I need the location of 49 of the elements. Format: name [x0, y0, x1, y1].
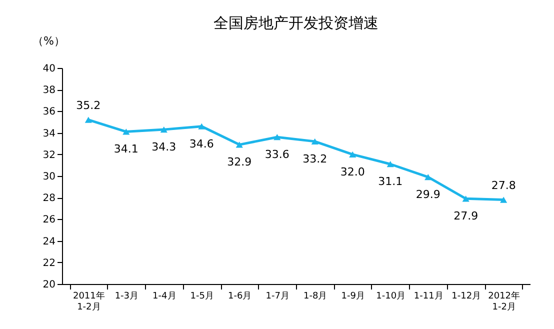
y-tick-label: 26 [42, 214, 56, 226]
point [198, 123, 206, 130]
text: 32.9 [227, 156, 252, 169]
x-tick-label: 1-6月 [228, 292, 252, 302]
point [84, 116, 92, 123]
point [349, 151, 356, 158]
x-tick-label: 1-5月 [190, 292, 214, 302]
x-tick-label: 1-10月 [376, 292, 406, 302]
y-tick-label: 20 [42, 280, 56, 290]
point [274, 134, 281, 140]
y-tick-label: 28 [42, 193, 56, 204]
x-tick-label: 1-9月 [341, 292, 365, 302]
x-tick-label: 2012年 1-2月 [488, 290, 520, 312]
text: 34.3 [152, 140, 176, 154]
x-tick-label: 1-3月 [114, 292, 139, 302]
x-tick-label: 2011年 1-2月 [72, 290, 105, 312]
y-tick-label: 40 [42, 64, 56, 74]
point [462, 196, 470, 202]
point [236, 142, 243, 148]
chart-title: 全国房地产开发投资增速 [214, 14, 378, 32]
point [160, 126, 168, 133]
point [386, 161, 394, 168]
y-tick-label: 24 [42, 236, 56, 248]
y-tick-label: 38 [42, 85, 56, 96]
y-tick-label: 22 [42, 258, 56, 269]
point [500, 196, 508, 203]
text: 34.6 [189, 137, 214, 150]
y-tick-label: 34 [42, 128, 56, 140]
y-tick-label: 36 [42, 106, 56, 118]
point [122, 128, 130, 135]
x-tick-label: 1-12月 [452, 292, 482, 302]
text: 33.6 [264, 148, 290, 162]
x-tick-label: 1-7月 [266, 292, 290, 302]
y-tick-label: 32 [42, 150, 56, 161]
x-tick-label: 1-4月 [152, 292, 176, 302]
text: 32.0 [340, 165, 365, 178]
y-axis-title: （%） [32, 34, 65, 48]
point [311, 138, 318, 144]
text: 29.9 [416, 188, 440, 202]
x-tick-label: 1-8月 [304, 292, 328, 302]
text: 33.2 [302, 152, 328, 166]
y-tick-label: 30 [42, 172, 56, 182]
text: 31.1 [378, 175, 403, 188]
text: 34.1 [114, 142, 138, 156]
x-tick-label: 1-11月 [414, 292, 444, 302]
text: 35.2 [76, 98, 101, 112]
text: 27.8 [491, 178, 516, 192]
point [424, 174, 432, 180]
text: 27.9 [454, 210, 478, 223]
